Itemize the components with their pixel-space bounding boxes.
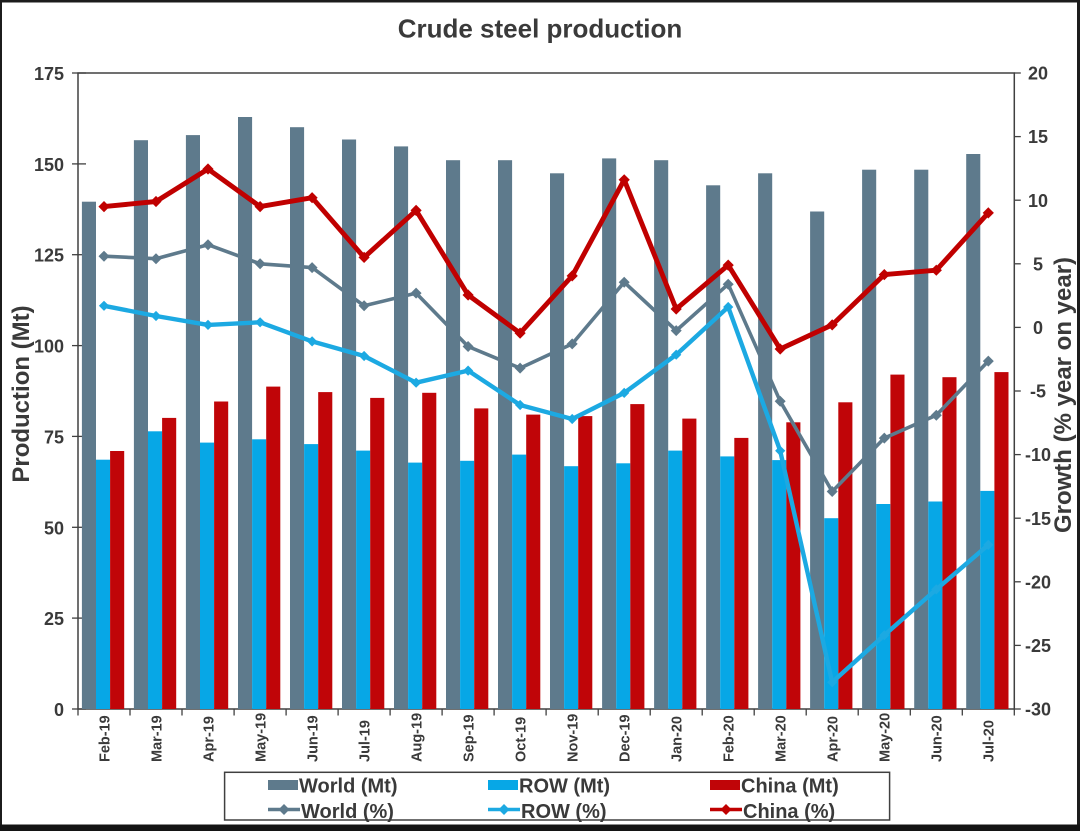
svg-text:Aug-19: Aug-19: [410, 713, 426, 762]
svg-text:Jan-20: Jan-20: [670, 716, 686, 762]
svg-text:Feb-19: Feb-19: [97, 715, 113, 762]
svg-text:Jun-19: Jun-19: [306, 715, 322, 762]
svg-text:15: 15: [1028, 127, 1048, 147]
svg-text:Production (Mt): Production (Mt): [8, 305, 35, 482]
svg-text:125: 125: [34, 246, 64, 266]
svg-text:25: 25: [44, 609, 64, 629]
svg-text:75: 75: [44, 427, 64, 447]
svg-text:Jul-20: Jul-20: [982, 720, 998, 762]
svg-text:China (%): China (%): [743, 801, 835, 823]
svg-text:50: 50: [44, 518, 64, 538]
svg-text:20: 20: [1028, 64, 1048, 84]
svg-text:Mar-19: Mar-19: [149, 715, 165, 762]
svg-text:10: 10: [1028, 191, 1048, 211]
svg-text:Jul-19: Jul-19: [358, 720, 374, 762]
svg-text:Jun-20: Jun-20: [930, 715, 946, 762]
svg-text:Sep-19: Sep-19: [462, 714, 478, 762]
svg-text:Feb-20: Feb-20: [722, 715, 738, 762]
svg-text:World (%): World (%): [301, 801, 394, 823]
svg-text:-10: -10: [1025, 445, 1051, 465]
svg-text:-30: -30: [1025, 700, 1051, 720]
svg-text:-15: -15: [1025, 509, 1051, 529]
svg-text:Nov-19: Nov-19: [566, 714, 582, 762]
svg-text:100: 100: [34, 337, 64, 357]
svg-text:5: 5: [1033, 254, 1043, 274]
svg-text:May-19: May-19: [254, 713, 270, 762]
svg-text:Dec-19: Dec-19: [618, 714, 634, 762]
svg-text:0: 0: [1033, 318, 1043, 338]
svg-text:Oct-19: Oct-19: [514, 717, 530, 762]
svg-text:150: 150: [34, 155, 64, 175]
svg-text:ROW (Mt): ROW (Mt): [519, 776, 610, 798]
svg-text:May-20: May-20: [878, 713, 894, 762]
svg-text:China (Mt): China (Mt): [741, 776, 839, 798]
svg-text:Crude steel production: Crude steel production: [398, 14, 683, 44]
svg-text:Growth (% year on year): Growth (% year on year): [1050, 257, 1077, 533]
svg-text:Apr-19: Apr-19: [201, 716, 217, 762]
svg-text:Mar-20: Mar-20: [774, 715, 790, 762]
svg-text:World (Mt): World (Mt): [299, 776, 398, 798]
svg-text:-20: -20: [1025, 572, 1051, 592]
svg-text:Apr-20: Apr-20: [826, 716, 842, 762]
svg-text:175: 175: [34, 64, 64, 84]
svg-text:0: 0: [54, 700, 64, 720]
svg-text:-5: -5: [1030, 382, 1046, 402]
svg-text:-25: -25: [1025, 636, 1051, 656]
svg-text:ROW (%): ROW (%): [521, 801, 607, 823]
